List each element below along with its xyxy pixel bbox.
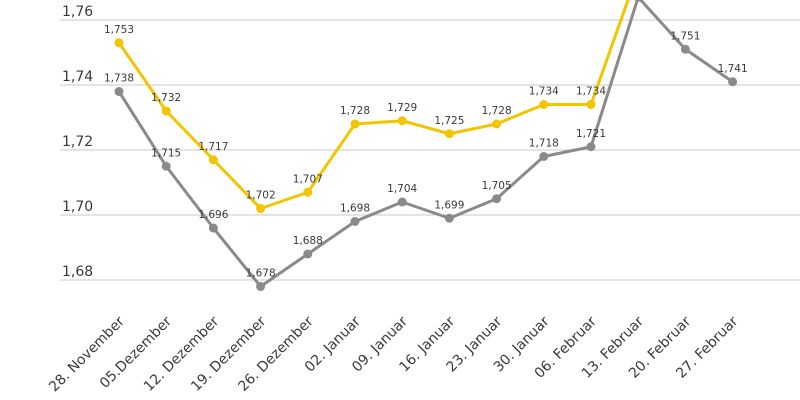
data-point-yellow bbox=[256, 204, 266, 213]
data-point-gray bbox=[208, 223, 218, 233]
data-label-gray: 1,688 bbox=[293, 235, 323, 247]
data-label-yellow: 1,732 bbox=[151, 92, 181, 104]
data-point-yellow bbox=[397, 116, 407, 126]
data-point-gray bbox=[161, 161, 171, 171]
data-label-gray: 1,699 bbox=[434, 199, 464, 211]
y-tick-label: 1,68 bbox=[62, 264, 93, 280]
series-line-gray bbox=[117, 0, 735, 288]
grid-lines bbox=[60, 19, 800, 281]
data-label-gray: 1,704 bbox=[387, 183, 417, 195]
data-point-yellow bbox=[303, 187, 313, 197]
data-point-gray bbox=[728, 77, 738, 87]
data-point-yellow bbox=[114, 38, 124, 48]
data-label-yellow: 1,728 bbox=[340, 105, 370, 117]
data-label-gray: 1,698 bbox=[340, 203, 370, 215]
y-tick-label: 1,76 bbox=[62, 4, 93, 20]
data-labels: 1,738 1,715 1,696 1,678 1,688 1,698 1,704 1,699… bbox=[104, 24, 748, 280]
y-tick-label: 1,70 bbox=[62, 199, 93, 215]
data-label-yellow: 1,717 bbox=[198, 141, 228, 153]
data-point-gray bbox=[492, 194, 502, 204]
y-tick-label: 1,74 bbox=[62, 69, 93, 85]
data-label-yellow: 1,725 bbox=[434, 115, 464, 127]
data-point-yellow bbox=[208, 155, 218, 165]
data-label-gray: 1,718 bbox=[529, 138, 559, 150]
data-label-gray: 1,678 bbox=[246, 268, 276, 280]
y-axis-ticks: 1,68 1,70 1,72 1,74 1,76 bbox=[62, 4, 93, 280]
data-label-yellow: 1,702 bbox=[246, 190, 276, 202]
data-label-gray: 1,696 bbox=[198, 209, 228, 221]
data-point-yellow bbox=[444, 129, 454, 139]
data-point-gray bbox=[444, 213, 454, 223]
data-point-gray bbox=[256, 282, 266, 291]
data-label-yellow: 1,734 bbox=[576, 86, 606, 98]
y-tick-label: 1,72 bbox=[62, 134, 93, 150]
data-label-yellow: 1,729 bbox=[387, 102, 417, 114]
data-point-gray bbox=[397, 197, 407, 207]
data-point-yellow bbox=[492, 119, 502, 129]
data-point-yellow bbox=[350, 119, 360, 129]
data-point-gray bbox=[539, 152, 549, 161]
data-point-yellow bbox=[539, 100, 549, 109]
data-label-gray: 1,741 bbox=[718, 63, 748, 75]
data-label-gray: 1,751 bbox=[670, 30, 700, 42]
data-label-gray: 1,705 bbox=[482, 180, 512, 192]
data-point-gray bbox=[586, 142, 596, 152]
data-point-gray bbox=[634, 0, 642, 2]
data-label-yellow: 1,707 bbox=[293, 173, 323, 185]
series-line-yellow bbox=[117, 0, 630, 210]
data-label-yellow: 1,728 bbox=[482, 105, 512, 117]
data-point-yellow bbox=[161, 106, 171, 116]
series-lines bbox=[114, 0, 738, 291]
data-point-gray bbox=[350, 217, 360, 226]
data-point-gray bbox=[114, 87, 124, 96]
data-label-gray: 1,721 bbox=[576, 128, 606, 140]
data-point-yellow bbox=[586, 100, 596, 109]
data-label-yellow: 1,734 bbox=[529, 86, 559, 98]
data-label-gray: 1,738 bbox=[104, 73, 134, 85]
data-point-gray bbox=[303, 249, 313, 259]
data-label-gray: 1,715 bbox=[151, 147, 181, 159]
data-point-gray bbox=[680, 44, 690, 54]
data-label-yellow: 1,753 bbox=[104, 24, 134, 36]
